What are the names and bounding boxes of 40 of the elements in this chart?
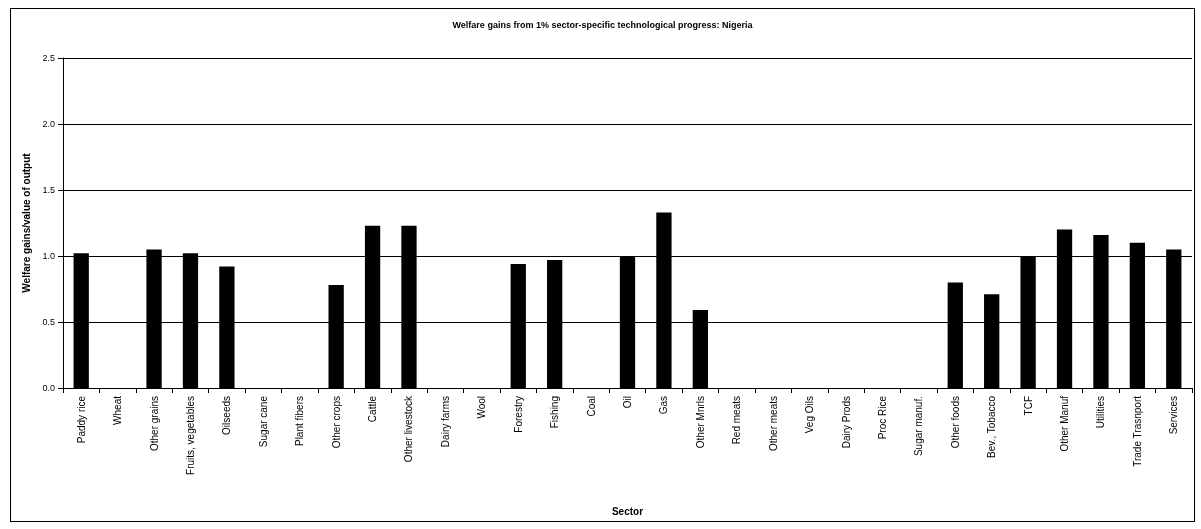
x-tick-label: Other Mnrls — [694, 396, 706, 449]
x-tick-label: Oil — [622, 396, 633, 409]
x-tick-label: Oilseeds — [221, 396, 233, 435]
x-axis-title: Sector — [611, 505, 644, 517]
chart-title: Welfare gains from 1% sector-specific technological progress: Nigeria — [452, 19, 754, 30]
x-tick-label: Bev., Tobacco — [986, 395, 998, 458]
y-tick-label: 2.5 — [42, 53, 55, 63]
x-tick-label: Proc Rice — [876, 395, 888, 440]
x-tick-label: Plant fibers — [294, 396, 306, 447]
x-tick-label: Trade Trasnport — [1131, 395, 1143, 467]
y-tick-label: 0.5 — [42, 317, 55, 327]
x-tick-label: Services — [1168, 396, 1180, 435]
y-tick-label: 0.0 — [42, 383, 55, 393]
x-tick-label: TCF — [1022, 396, 1034, 416]
y-tick-label: 1.0 — [42, 251, 55, 261]
x-tick-label: Wool — [476, 396, 488, 419]
x-tick-label: Utilities — [1095, 396, 1107, 429]
x-tick-label: Other crops — [330, 396, 342, 449]
x-tick-label: Other Manuf — [1059, 395, 1071, 452]
x-tick-label: Sugar cane — [257, 395, 269, 448]
y-tick-label: 2.0 — [42, 119, 55, 129]
y-tick-label: 1.5 — [42, 185, 55, 195]
x-tick-label: Cattle — [367, 395, 379, 423]
x-tick-label: Other meats — [767, 396, 779, 452]
x-tick-label: Forestry — [512, 396, 524, 433]
x-tick-label: Fruits, vegetables — [184, 396, 196, 475]
x-tick-label: Dairy Prods — [840, 396, 852, 449]
x-tick-label: Paddy rice — [75, 395, 87, 444]
x-tick-label: Other foods — [949, 396, 961, 449]
x-tick-label: Coal — [585, 396, 597, 417]
x-tick-label: Dairy farms — [439, 396, 451, 448]
x-tick-label: Wheat — [112, 395, 124, 425]
x-tick-label: Fishing — [549, 396, 561, 429]
x-tick-label: Other grains — [148, 396, 160, 452]
x-tick-label: Other livestock — [403, 395, 415, 463]
x-tick-label: Red meats — [731, 396, 743, 445]
x-tick-label: Veg Oils — [804, 396, 816, 434]
x-tick-label: Gas — [658, 396, 670, 415]
x-tick-label: Sugar manuf. — [913, 396, 925, 457]
y-axis-title: Welfare gains/value of output — [20, 152, 32, 293]
